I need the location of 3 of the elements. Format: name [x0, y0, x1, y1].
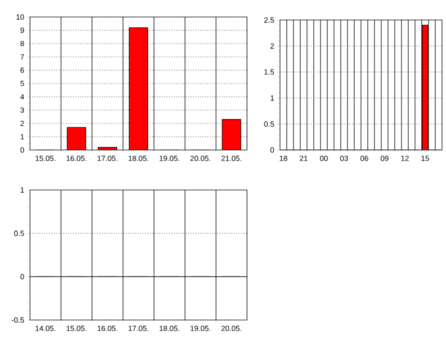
- bar: [222, 119, 242, 150]
- bar: [67, 127, 86, 150]
- bar: [129, 28, 148, 150]
